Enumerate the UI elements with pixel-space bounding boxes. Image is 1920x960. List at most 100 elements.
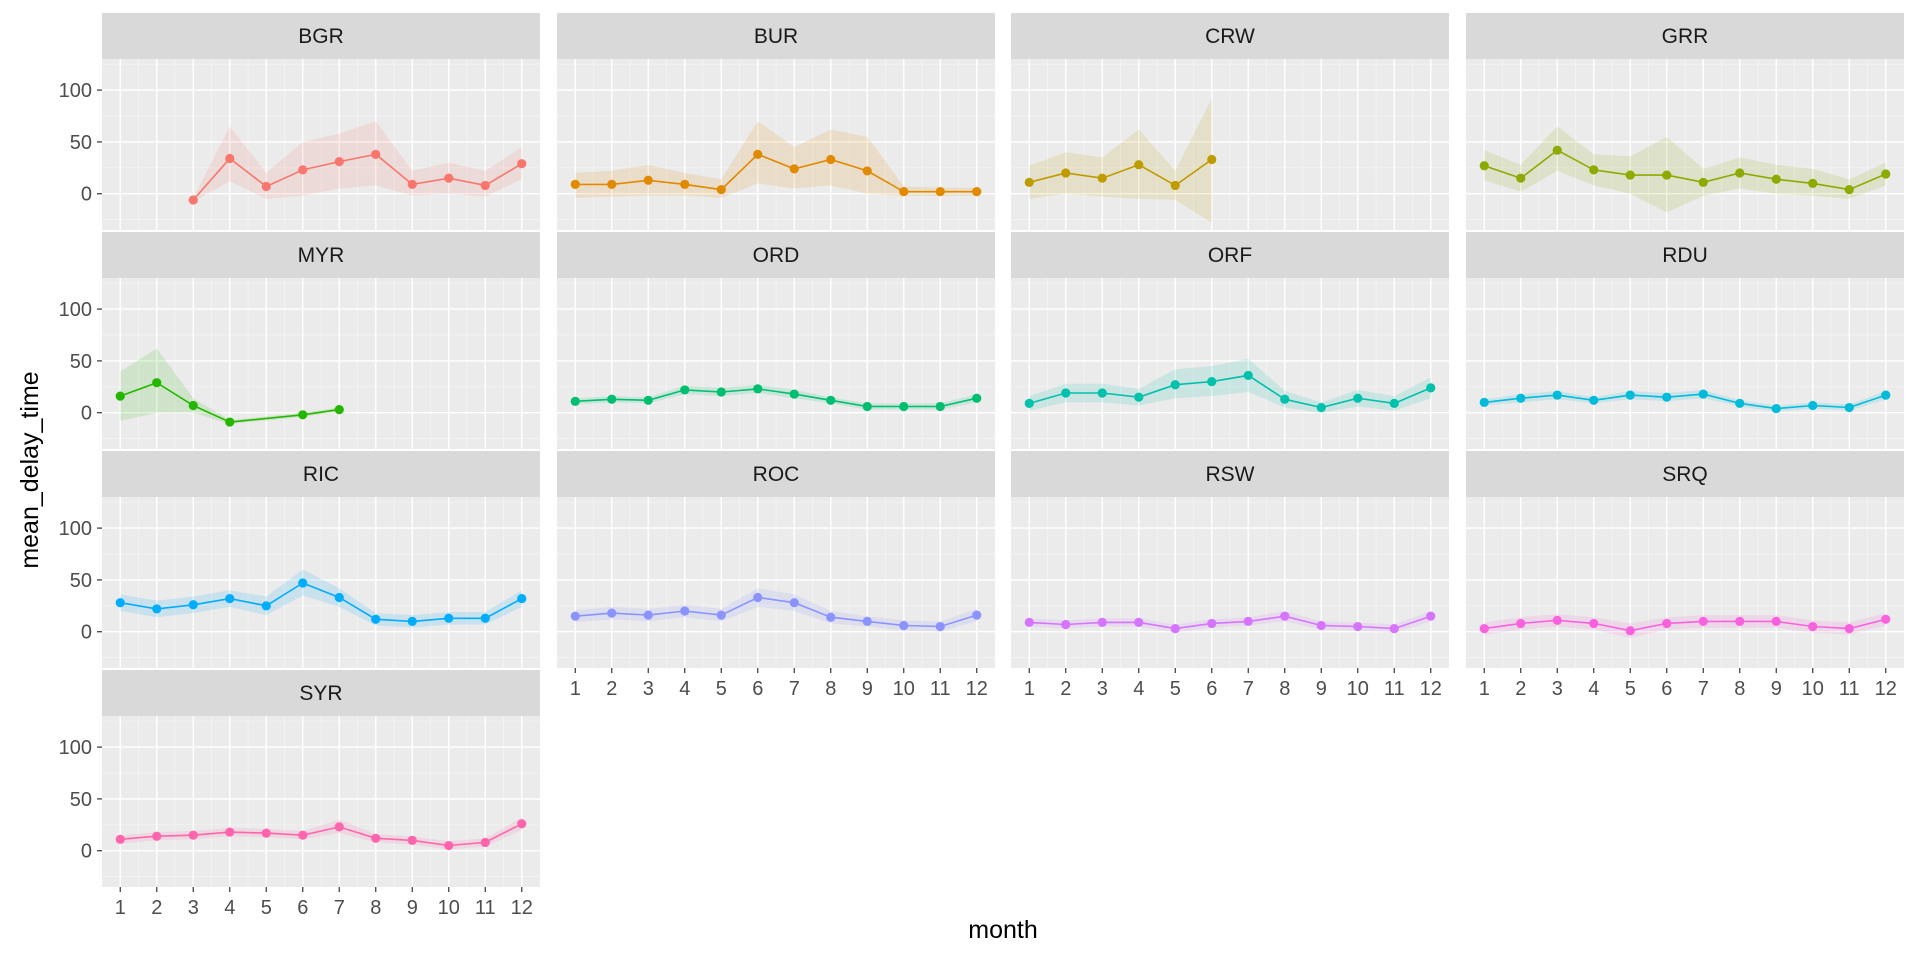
data-point-srq <box>1844 624 1854 634</box>
confidence-band-grr <box>1484 126 1886 213</box>
data-point-grr <box>1881 169 1891 179</box>
data-point-ord <box>935 401 945 412</box>
x-tick-label: 1 <box>1479 678 1490 700</box>
data-point-ord <box>826 395 836 405</box>
facet-panel-ric: RIC 0 50 100 <box>59 451 540 668</box>
x-tick-label: 11 <box>1384 678 1405 700</box>
data-point-bur <box>935 187 945 197</box>
data-point-srq <box>1516 618 1526 629</box>
x-tick-label: 11 <box>930 678 951 700</box>
confidence-band-ord <box>575 384 977 410</box>
facet-strip-grr <box>1466 13 1904 59</box>
data-point-bgr <box>444 173 454 183</box>
data-point-roc <box>643 610 653 620</box>
data-point-crw <box>1170 180 1180 191</box>
data-point-orf <box>1280 394 1290 404</box>
confidence-band-roc <box>575 588 977 632</box>
facet-strip-roc <box>557 451 995 497</box>
data-point-ric <box>188 600 198 610</box>
x-tick-label: 5 <box>261 897 272 919</box>
x-tick-label: 6 <box>1206 678 1217 700</box>
facet-strip-ord <box>557 232 995 278</box>
data-point-rdu <box>1479 397 1489 407</box>
data-point-orf <box>1170 380 1180 390</box>
data-point-rdu <box>1662 392 1672 402</box>
series-line-rdu <box>1484 393 1887 410</box>
x-tick-label: 1 <box>570 678 581 700</box>
data-point-bur <box>789 164 799 174</box>
data-point-ord <box>789 389 799 399</box>
x-tick-label: 5 <box>716 678 727 700</box>
data-point-rsw <box>1353 621 1363 632</box>
facet-strip-crw <box>1011 13 1449 59</box>
data-point-syr <box>444 840 454 851</box>
data-point-ric <box>334 592 344 603</box>
x-tick-label: 10 <box>438 897 460 919</box>
facet-label-syr: SYR <box>299 682 342 705</box>
facet-label-roc: ROC <box>753 463 800 486</box>
facet-label-rdu: RDU <box>1662 244 1708 267</box>
x-tick-label: 4 <box>224 897 235 919</box>
data-point-srq <box>1589 618 1599 629</box>
facet-panel-bur: BUR <box>557 13 995 230</box>
series-line-orf <box>1029 374 1432 409</box>
data-point-orf <box>1243 370 1253 381</box>
data-point-rdu <box>1625 390 1635 400</box>
x-tick-label: 5 <box>1170 678 1181 700</box>
data-point-rsw <box>1389 624 1399 634</box>
data-point-roc <box>570 611 580 621</box>
facet-label-bgr: BGR <box>298 25 344 48</box>
facet-label-srq: SRQ <box>1662 463 1708 486</box>
data-point-roc <box>789 598 799 608</box>
data-point-ric <box>152 604 162 614</box>
facet-panel-rdu: RDU <box>1466 232 1904 449</box>
data-point-myr <box>188 400 198 411</box>
facet-panel-crw: CRW <box>1011 13 1449 230</box>
y-tick-label: 0 <box>81 184 92 206</box>
data-point-grr <box>1808 178 1818 188</box>
y-tick-label: 50 <box>70 351 92 373</box>
data-point-bgr <box>517 159 527 169</box>
data-point-orf <box>1097 388 1107 398</box>
facet-panel-bgr: BGR 0 50 100 <box>59 13 540 230</box>
data-point-roc <box>972 610 982 620</box>
data-point-ric <box>115 598 125 608</box>
series-line-ord <box>575 388 977 408</box>
facet-strip-rsw <box>1011 451 1449 497</box>
facet-label-grr: GRR <box>1662 25 1709 48</box>
x-tick-label: 12 <box>511 897 533 919</box>
data-point-orf <box>1353 393 1363 403</box>
x-tick-label: 8 <box>370 897 381 919</box>
data-point-rsw <box>1426 611 1436 621</box>
data-point-srq <box>1662 618 1672 629</box>
data-point-rdu <box>1881 390 1891 400</box>
x-tick-label: 3 <box>1552 678 1563 700</box>
x-tick-label: 10 <box>893 678 915 700</box>
facet-panel-grr: GRR <box>1466 13 1904 230</box>
data-point-rsw <box>1170 624 1180 634</box>
data-point-myr <box>298 410 308 420</box>
data-point-bgr <box>334 157 344 167</box>
data-point-syr <box>298 830 308 840</box>
data-point-grr <box>1516 173 1526 183</box>
x-tick-label: 7 <box>1698 678 1709 700</box>
data-point-grr <box>1735 168 1745 178</box>
y-tick-label: 0 <box>81 622 92 644</box>
data-point-roc <box>716 610 726 620</box>
x-tick-label: 7 <box>789 678 800 700</box>
data-point-bgr <box>188 195 198 205</box>
data-point-rsw <box>1280 611 1290 621</box>
data-point-bur <box>643 175 653 185</box>
series-line-syr <box>120 823 523 847</box>
data-point-crw <box>1061 168 1071 178</box>
series-line-rsw <box>1029 615 1432 630</box>
data-point-srq <box>1625 626 1635 636</box>
x-tick-label: 3 <box>643 678 654 700</box>
data-point-bur <box>680 179 690 189</box>
data-point-rdu <box>1771 403 1781 414</box>
confidence-band-myr <box>120 348 340 425</box>
data-point-myr <box>334 405 344 415</box>
